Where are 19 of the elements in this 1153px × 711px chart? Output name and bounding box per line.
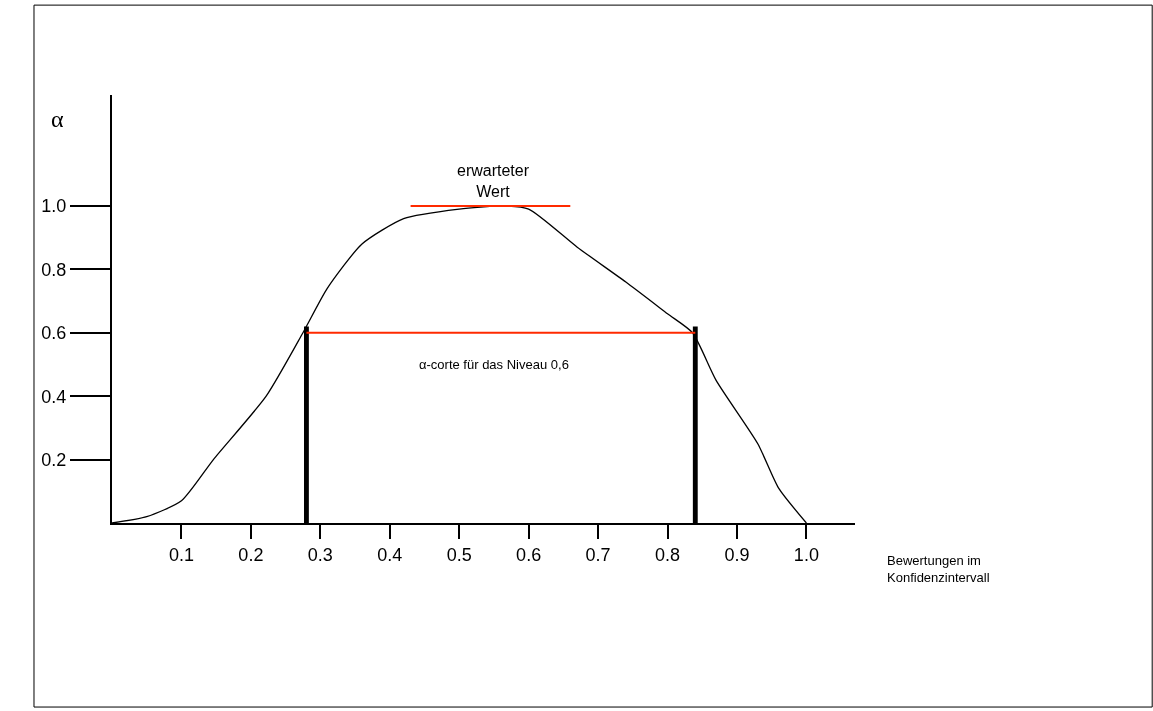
x-tick-label: 0.1	[168, 544, 194, 565]
x-tick-label: 0.2	[238, 544, 264, 565]
x-tick-label: 0.8	[654, 544, 681, 565]
x-tick-label: 0.3	[307, 544, 333, 565]
y-tick-label: 0.6	[41, 323, 67, 344]
y-tick-label: 0.8	[41, 259, 67, 280]
x-tick-label: 0.9	[724, 544, 750, 565]
y-tick-label: 0.2	[41, 449, 67, 470]
x-tick-label: 0.4	[377, 544, 403, 565]
x-tick-label: 0.5	[446, 544, 472, 565]
x-tick-label: 0.6	[516, 544, 542, 565]
x-tick-label: 1.0	[793, 544, 819, 565]
y-tick-label: 1.0	[41, 196, 67, 217]
annotation: erwarteter Wert	[457, 162, 530, 200]
x-axis-title: Bewertungen im Konfidenzintervall	[887, 553, 990, 585]
y-axis-title: α	[51, 106, 64, 132]
y-tick-label: 0.4	[41, 386, 67, 407]
x-tick-label: 0.7	[585, 544, 611, 565]
annotation: α-corte für das Niveau 0,6	[419, 357, 569, 372]
